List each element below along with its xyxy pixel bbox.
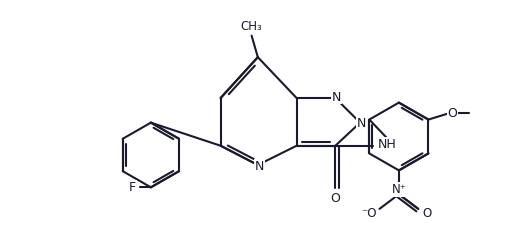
Text: O: O: [422, 207, 432, 220]
Text: NH: NH: [378, 138, 396, 151]
Text: O: O: [330, 192, 340, 205]
Text: N⁺: N⁺: [392, 183, 407, 196]
Text: CH₃: CH₃: [241, 20, 262, 33]
Text: F: F: [129, 181, 136, 194]
Text: O: O: [447, 107, 457, 120]
Text: N: N: [331, 91, 341, 104]
Text: N: N: [357, 117, 366, 130]
Text: N: N: [255, 160, 264, 173]
Text: ⁻O: ⁻O: [362, 207, 377, 220]
